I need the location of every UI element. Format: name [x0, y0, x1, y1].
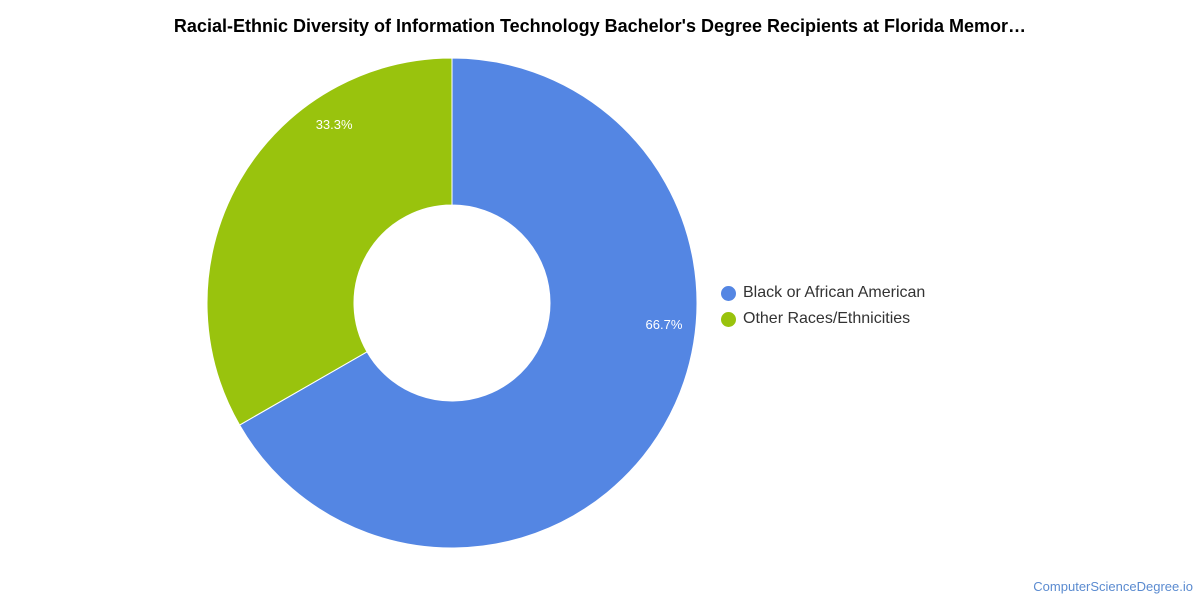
data-label-other-races-ethnicities: 33.3% — [316, 117, 353, 132]
legend-swatch-other-races-ethnicities — [721, 311, 736, 327]
legend-label-other-races-ethnicities: Other Races/Ethnicities — [743, 310, 911, 327]
donut-slice-black-or-african-american[interactable] — [238, 57, 698, 549]
legend-item-other-races-ethnicities[interactable]: Other Races/Ethnicities — [721, 306, 925, 332]
donut-slice-other-races-ethnicities[interactable] — [206, 57, 453, 426]
legend-item-black-or-african-american[interactable]: Black or African American — [721, 280, 925, 306]
chart-title: Racial-Ethnic Diversity of Information T… — [173, 16, 1027, 36]
legend-label-black-or-african-american: Black or African American — [743, 284, 926, 301]
chart-legend: Black or African American Other Races/Et… — [721, 280, 925, 332]
site-watermark[interactable]: ComputerScienceDegree.io — [1033, 579, 1193, 594]
data-label-black-or-african-american: 66.7% — [646, 317, 683, 332]
legend-swatch-black-or-african-american — [721, 285, 736, 301]
